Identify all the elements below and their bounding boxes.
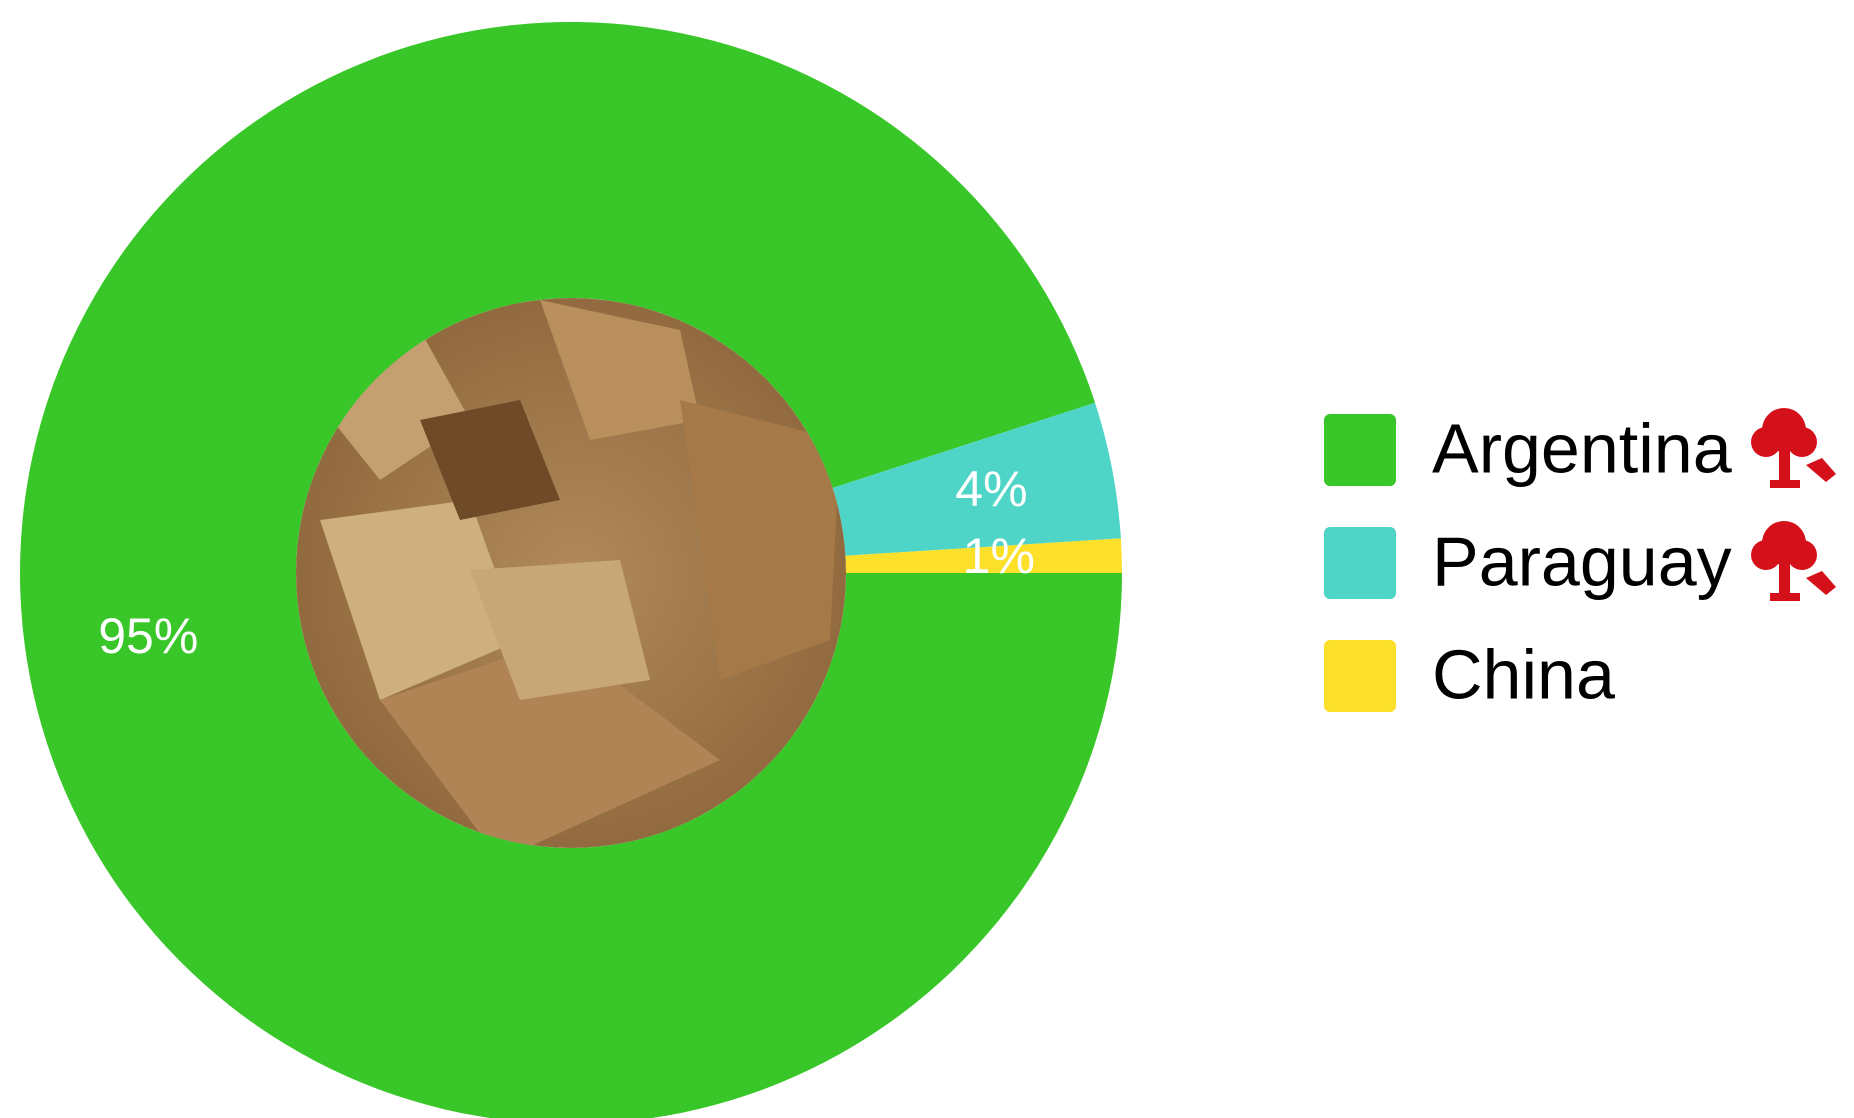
slices xyxy=(20,22,1122,1118)
slice xyxy=(832,402,1121,556)
slice xyxy=(20,22,1122,1118)
origin-icon xyxy=(1751,408,1836,601)
value-label: 1% xyxy=(963,528,1035,584)
legend-swatch xyxy=(1324,414,1396,486)
value-labels: 95% 4% 1% xyxy=(98,461,1035,664)
legend: Argentina Paraguay China xyxy=(1324,409,1732,713)
legend-label: Argentina xyxy=(1432,409,1732,487)
legend-label: China xyxy=(1432,635,1615,713)
value-label: 95% xyxy=(98,608,198,664)
slice xyxy=(845,538,1122,573)
legend-swatch xyxy=(1324,527,1396,599)
value-label: 4% xyxy=(955,461,1027,517)
center-photo xyxy=(296,298,846,848)
legend-label: Paraguay xyxy=(1432,522,1732,600)
legend-swatch xyxy=(1324,640,1396,712)
